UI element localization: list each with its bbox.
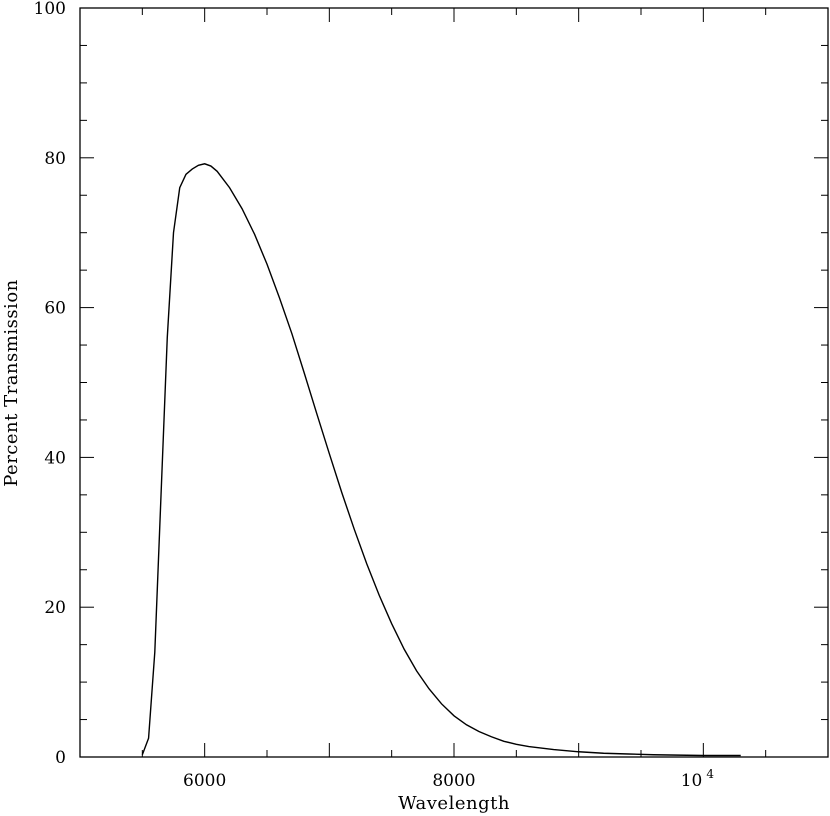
y-axis-label: Percent Transmission bbox=[1, 279, 22, 487]
y-tick-label: 40 bbox=[44, 448, 66, 468]
y-tick-label: 20 bbox=[44, 598, 66, 618]
x-axis-label: Wavelength bbox=[398, 793, 510, 814]
y-tick-label: 80 bbox=[44, 149, 66, 169]
transmission-curve bbox=[141, 163, 741, 757]
tick-labels: 6000 8000 10 4 0 20 40 60 80 100 bbox=[34, 0, 715, 791]
plot-frame bbox=[79, 7, 829, 758]
x-tick-label: 8000 bbox=[432, 771, 475, 791]
ticks-layer bbox=[79, 7, 829, 758]
x-tick-label: 10 4 bbox=[681, 767, 715, 791]
y-tick-label: 100 bbox=[34, 0, 66, 19]
x-tick-exponent: 4 bbox=[706, 767, 714, 781]
y-tick-label: 60 bbox=[44, 299, 66, 319]
y-tick-label: 0 bbox=[55, 748, 66, 768]
x-tick-label: 6000 bbox=[183, 771, 226, 791]
